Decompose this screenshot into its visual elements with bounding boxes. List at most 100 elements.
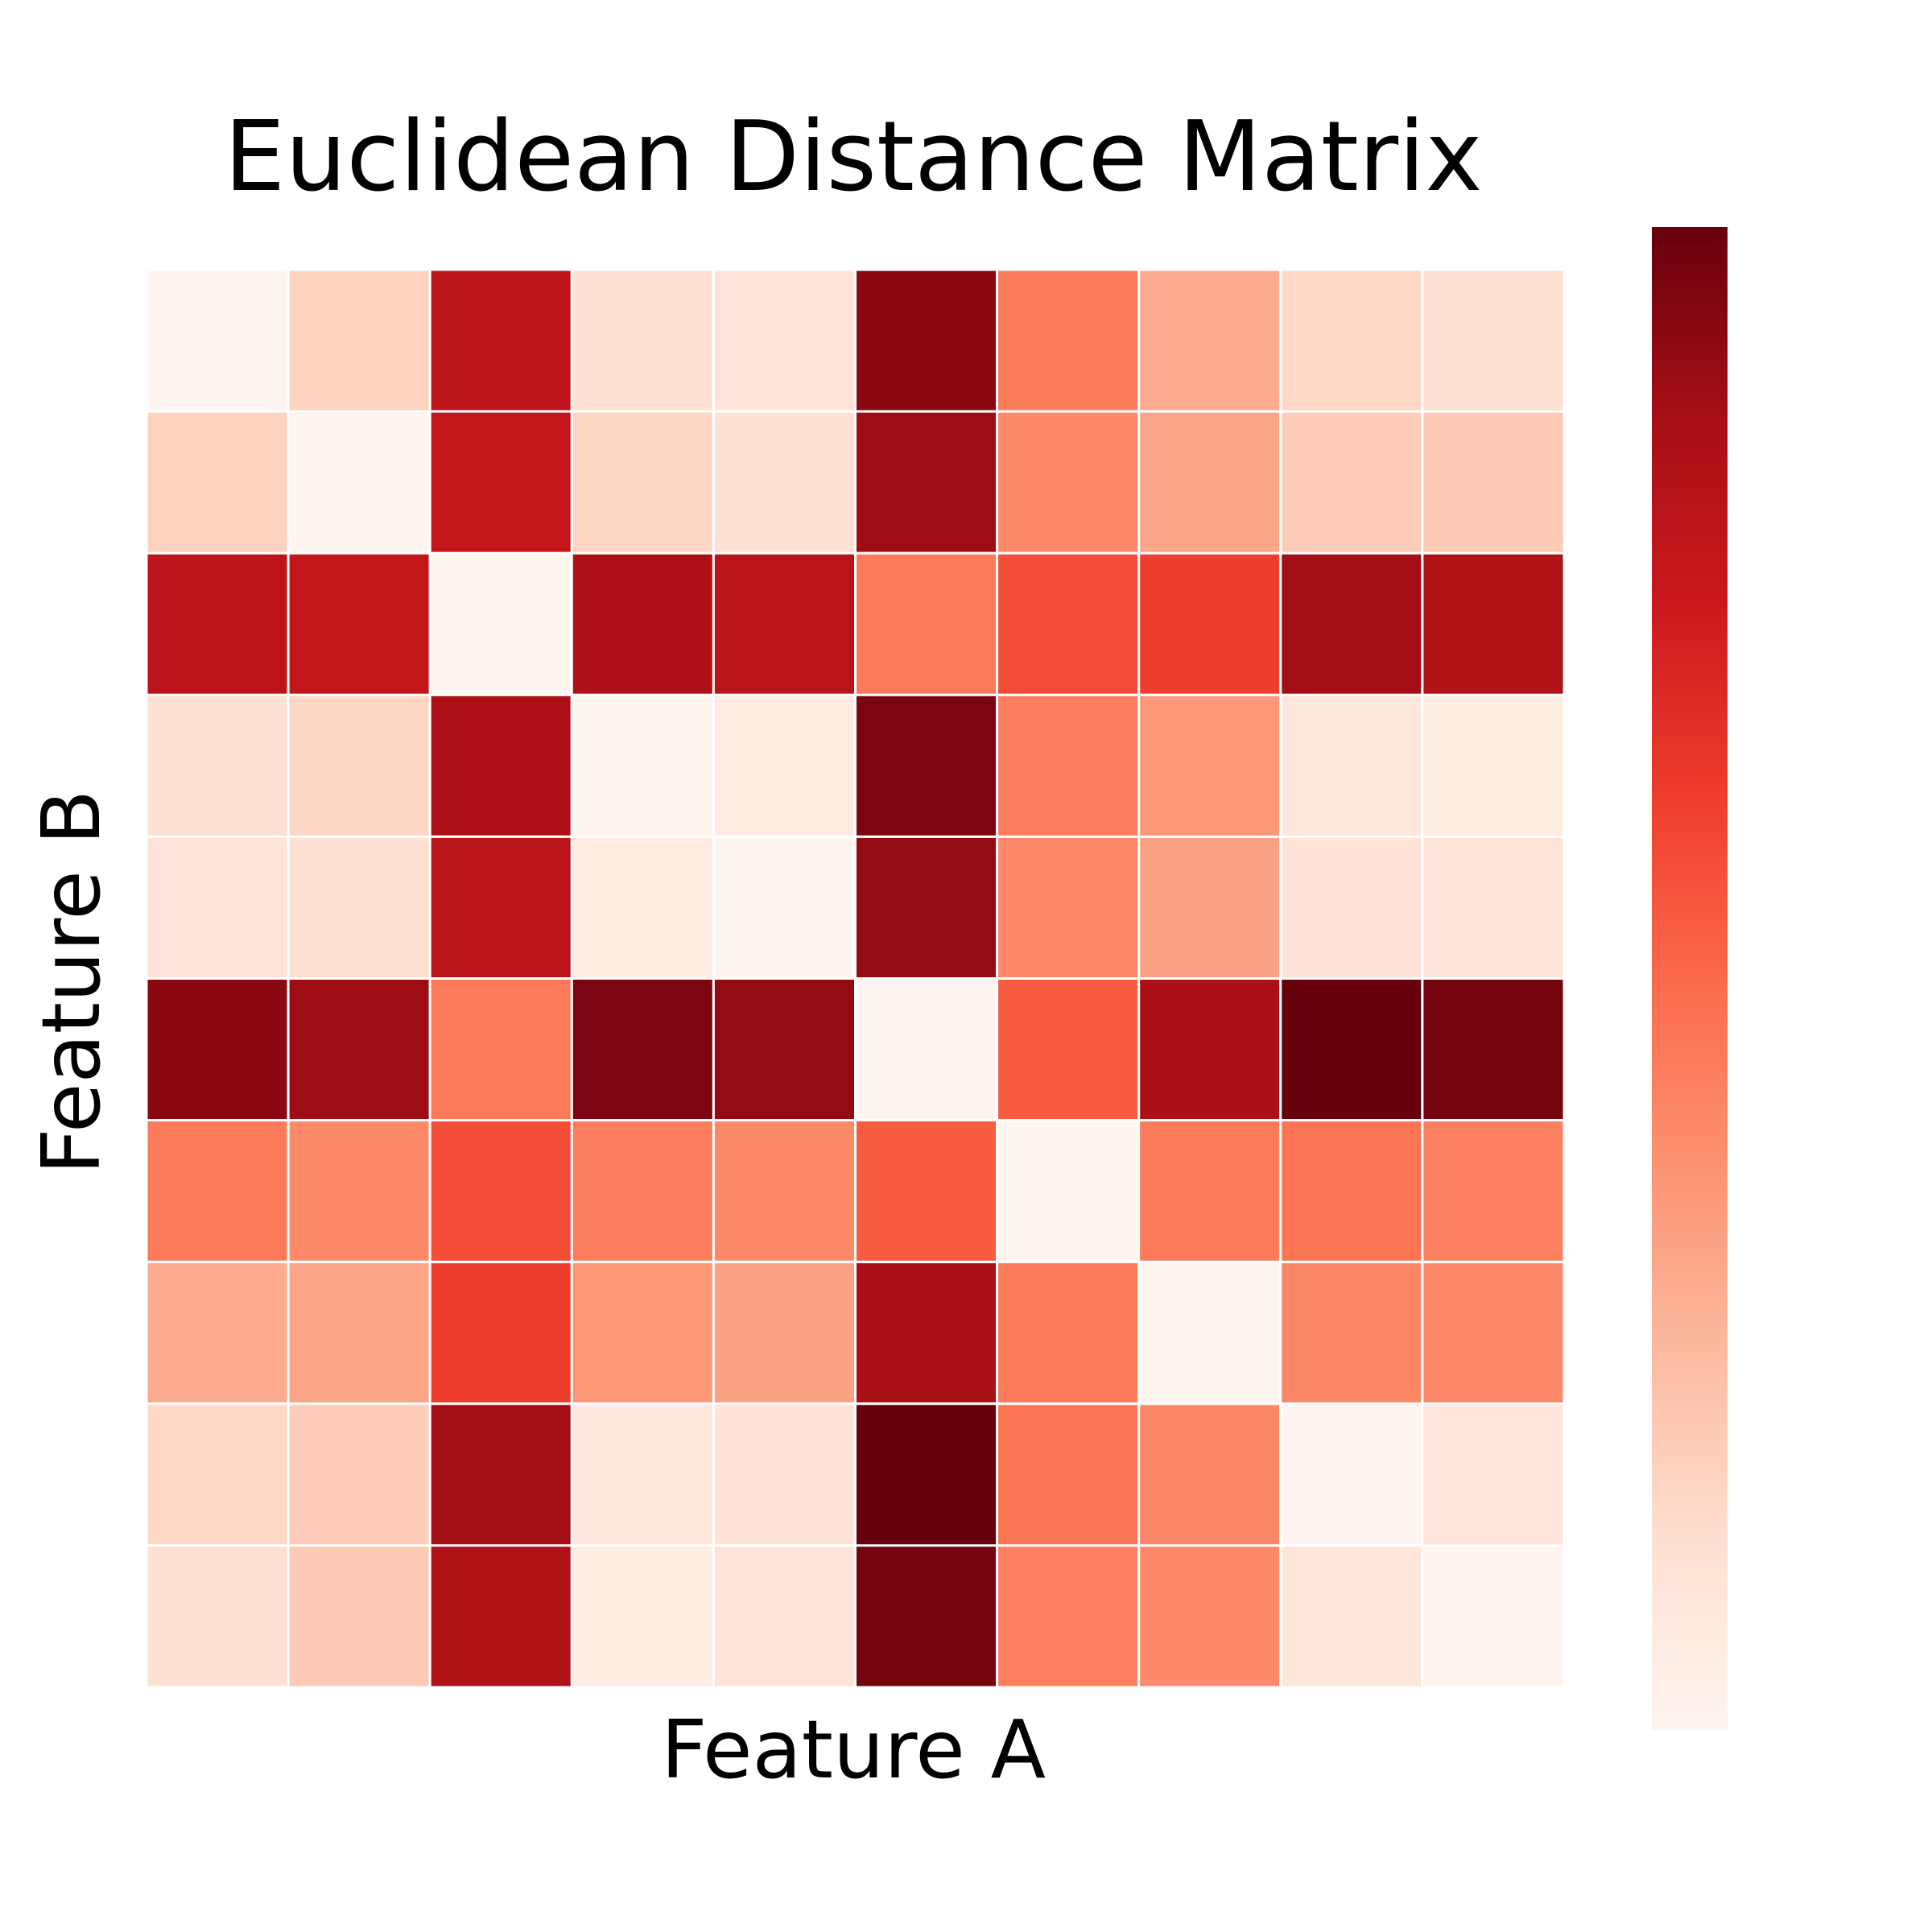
heatmap-cell-r2-c8 [1279, 551, 1424, 696]
heatmap-cell-r8-c9 [1421, 1402, 1566, 1547]
heatmap-cell-r2-c9 [1421, 551, 1566, 696]
heatmap-cell-r3-c4 [712, 693, 857, 838]
heatmap-cell-r8-c2 [428, 1402, 573, 1547]
heatmap-cell-r2-c1 [287, 551, 431, 696]
heatmap-cell-r7-c9 [1421, 1261, 1566, 1406]
heatmap-cell-r9-c2 [428, 1544, 573, 1689]
heatmap-cell-r6-c0 [145, 1119, 290, 1264]
chart-title: Euclidean Distance Matrix [225, 101, 1483, 213]
heatmap-cell-r4-c7 [1137, 835, 1282, 980]
heatmap-cell-r3-c2 [428, 693, 573, 838]
heatmap-cell-r0-c3 [570, 268, 715, 413]
heatmap-cell-r0-c9 [1421, 268, 1566, 413]
heatmap-cell-r7-c2 [428, 1261, 573, 1406]
heatmap-cell-r3-c5 [854, 693, 999, 838]
heatmap-cell-r1-c2 [428, 410, 573, 555]
heatmap-cell-r9-c0 [145, 1544, 290, 1689]
heatmap-cell-r5-c2 [428, 977, 573, 1122]
heatmap-cell-r7-c1 [287, 1261, 431, 1406]
heatmap-cell-r2-c7 [1137, 551, 1282, 696]
heatmap-cell-r6-c4 [712, 1119, 857, 1264]
heatmap-cell-r8-c6 [996, 1402, 1141, 1547]
y-axis-label: Feature B [24, 790, 118, 1174]
heatmap-cell-r1-c6 [996, 410, 1141, 555]
heatmap-cell-r6-c7 [1137, 1119, 1282, 1264]
heatmap-cell-r0-c1 [287, 268, 431, 413]
heatmap-cell-r9-c1 [287, 1544, 431, 1689]
heatmap-cell-r3-c3 [570, 693, 715, 838]
heatmap-cell-r1-c4 [712, 410, 857, 555]
heatmap-grid [145, 268, 1566, 1689]
heatmap-cell-r1-c8 [1279, 410, 1424, 555]
heatmap-cell-r4-c2 [428, 835, 573, 980]
heatmap-cell-r2-c5 [854, 551, 999, 696]
heatmap-cell-r9-c3 [570, 1544, 715, 1689]
heatmap-cell-r4-c9 [1421, 835, 1566, 980]
heatmap-cell-r7-c5 [854, 1261, 999, 1406]
heatmap-cell-r8-c3 [570, 1402, 715, 1547]
heatmap-cell-r0-c0 [145, 268, 290, 413]
heatmap-cell-r6-c9 [1421, 1119, 1566, 1264]
heatmap-cell-r8-c7 [1137, 1402, 1282, 1547]
heatmap-cell-r9-c8 [1279, 1544, 1424, 1689]
heatmap-cell-r1-c0 [145, 410, 290, 555]
heatmap-cell-r5-c0 [145, 977, 290, 1122]
heatmap-cell-r0-c7 [1137, 268, 1282, 413]
heatmap-cell-r5-c6 [996, 977, 1141, 1122]
heatmap-cell-r0-c6 [996, 268, 1141, 413]
heatmap-cell-r0-c4 [712, 268, 857, 413]
heatmap-cell-r7-c7 [1137, 1261, 1282, 1406]
heatmap-cell-r4-c0 [145, 835, 290, 980]
heatmap-cell-r4-c4 [712, 835, 857, 980]
heatmap-cell-r3-c9 [1421, 693, 1566, 838]
heatmap-cell-r5-c1 [287, 977, 431, 1122]
heatmap-cell-r3-c7 [1137, 693, 1282, 838]
heatmap-cell-r7-c0 [145, 1261, 290, 1406]
heatmap-cell-r2-c3 [570, 551, 715, 696]
heatmap-cell-r8-c0 [145, 1402, 290, 1547]
heatmap-cell-r7-c6 [996, 1261, 1141, 1406]
heatmap-cell-r5-c5 [854, 977, 999, 1122]
heatmap-cell-r1-c3 [570, 410, 715, 555]
heatmap-cell-r7-c4 [712, 1261, 857, 1406]
heatmap-cell-r4-c8 [1279, 835, 1424, 980]
heatmap-cell-r2-c0 [145, 551, 290, 696]
heatmap-cell-r0-c2 [428, 268, 573, 413]
heatmap-cell-r9-c9 [1421, 1544, 1566, 1689]
heatmap-cell-r8-c5 [854, 1402, 999, 1547]
heatmap-cell-r6-c6 [996, 1119, 1141, 1264]
heatmap-cell-r7-c8 [1279, 1261, 1424, 1406]
heatmap-cell-r3-c8 [1279, 693, 1424, 838]
heatmap-cell-r0-c5 [854, 268, 999, 413]
heatmap-cell-r3-c6 [996, 693, 1141, 838]
heatmap-cell-r5-c4 [712, 977, 857, 1122]
heatmap-cell-r0-c8 [1279, 268, 1424, 413]
heatmap-cell-r5-c9 [1421, 977, 1566, 1122]
heatmap-cell-r3-c0 [145, 693, 290, 838]
heatmap-cell-r5-c8 [1279, 977, 1424, 1122]
heatmap-cell-r1-c9 [1421, 410, 1566, 555]
x-axis-label: Feature A [661, 1703, 1046, 1797]
heatmap-cell-r1-c7 [1137, 410, 1282, 555]
colorbar [1652, 227, 1728, 1730]
heatmap-cell-r8-c8 [1279, 1402, 1424, 1547]
heatmap-cell-r2-c6 [996, 551, 1141, 696]
heatmap-cell-r6-c8 [1279, 1119, 1424, 1264]
heatmap-cell-r8-c1 [287, 1402, 431, 1547]
heatmap-cell-r7-c3 [570, 1261, 715, 1406]
heatmap-cell-r8-c4 [712, 1402, 857, 1547]
heatmap-cell-r2-c2 [428, 551, 573, 696]
heatmap-cell-r9-c5 [854, 1544, 999, 1689]
heatmap-cell-r1-c5 [854, 410, 999, 555]
heatmap-cell-r9-c6 [996, 1544, 1141, 1689]
heatmap-cell-r5-c7 [1137, 977, 1282, 1122]
heatmap-cell-r6-c5 [854, 1119, 999, 1264]
heatmap-cell-r4-c3 [570, 835, 715, 980]
heatmap-cell-r1-c1 [287, 410, 431, 555]
heatmap-cell-r2-c4 [712, 551, 857, 696]
heatmap-cell-r9-c7 [1137, 1544, 1282, 1689]
heatmap-cell-r4-c1 [287, 835, 431, 980]
heatmap-cell-r6-c2 [428, 1119, 573, 1264]
